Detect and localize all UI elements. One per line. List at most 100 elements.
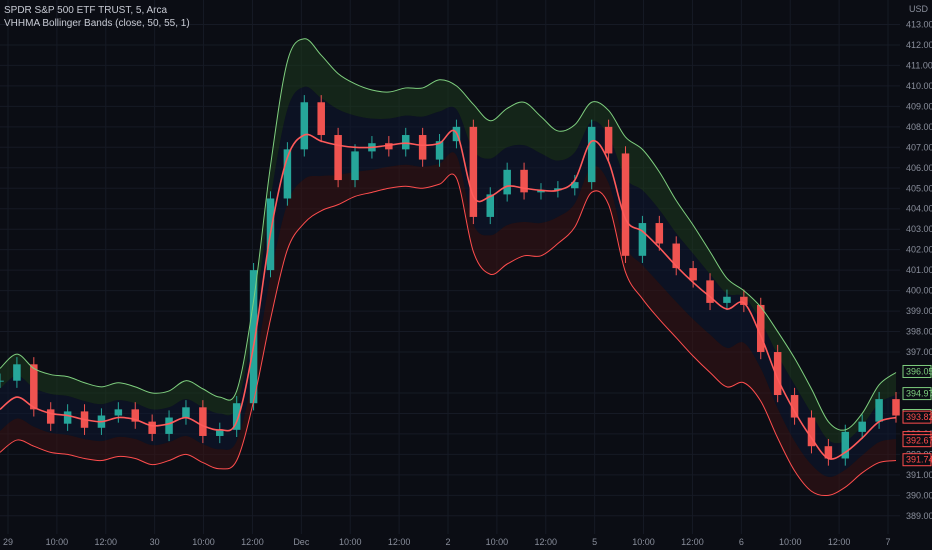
price-label-box	[902, 434, 932, 448]
x-tick-label: 7	[885, 537, 890, 547]
x-tick-label: 12:00	[681, 537, 704, 547]
candle-body	[401, 135, 410, 150]
x-tick-label: 5	[592, 537, 597, 547]
candle-body	[841, 431, 850, 459]
candle-body	[165, 417, 173, 434]
axis-currency: USD	[909, 4, 929, 14]
x-tick-label: 12:00	[241, 537, 264, 547]
y-tick-label: 400.00	[906, 286, 932, 296]
candle-body	[858, 421, 866, 432]
candle-body	[757, 304, 765, 353]
lower-band-fill	[0, 152, 896, 496]
candle-body	[672, 243, 680, 269]
candle-body	[892, 399, 900, 416]
y-tick-label: 391.00	[906, 470, 932, 480]
candle-body	[232, 403, 241, 430]
candle-body	[216, 429, 224, 436]
candle-body	[824, 446, 833, 459]
y-tick-label: 411.00	[906, 60, 932, 70]
candle-body	[689, 268, 697, 281]
candle-body	[520, 169, 528, 193]
candle-body	[554, 188, 562, 191]
candle-body	[182, 407, 190, 418]
y-tick-label: 412.00	[906, 40, 932, 50]
y-tick-label: 408.00	[906, 122, 932, 132]
candle-body	[435, 141, 444, 160]
candle-body	[807, 417, 816, 447]
candle-body	[571, 182, 579, 189]
candle-body	[249, 270, 258, 404]
candle-body	[317, 102, 325, 136]
candle-body	[300, 102, 309, 150]
price-label-box	[902, 410, 932, 424]
x-tick-label: 10:00	[46, 537, 69, 547]
candle-body	[385, 143, 393, 150]
y-tick-label: 389.00	[906, 511, 932, 521]
candle-body	[723, 296, 731, 303]
candle-body	[13, 364, 21, 381]
candle-body	[46, 409, 55, 424]
candle-body	[875, 399, 883, 422]
candle-body	[638, 223, 647, 256]
y-tick-label: 399.00	[906, 306, 932, 316]
candle-body	[0, 380, 4, 382]
x-tick-label: Dec	[293, 537, 310, 547]
candle-body	[486, 194, 495, 217]
candle-body	[418, 135, 427, 160]
upper-band-line	[0, 38, 897, 431]
candle-body	[351, 151, 359, 181]
candle-body	[63, 411, 72, 424]
x-tick-label: 12:00	[95, 537, 118, 547]
x-tick-label: 10:00	[486, 537, 509, 547]
x-tick-label: 29	[3, 537, 13, 547]
x-tick-label: 30	[150, 537, 160, 547]
price-label-box	[902, 364, 932, 378]
price-label: 392.67	[906, 436, 932, 446]
candle-body	[503, 169, 511, 195]
x-tick-label: 2	[445, 537, 450, 547]
candle-body	[469, 126, 478, 217]
price-label-box	[902, 453, 932, 467]
candle-body	[131, 409, 139, 422]
x-tick-label: 12:00	[388, 537, 411, 547]
candle-body	[334, 135, 342, 181]
candle-body	[587, 126, 596, 183]
y-tick-label: 397.00	[906, 347, 932, 357]
y-tick-label: 398.00	[906, 327, 932, 337]
price-label: 393.82	[906, 412, 932, 422]
legend-title: SPDR S&P 500 ETF TRUST, 5, Arca	[4, 5, 168, 16]
x-tick-label: 10:00	[192, 537, 215, 547]
y-tick-label: 401.00	[906, 265, 932, 275]
legend-indicator[interactable]: VHHMA Bollinger Bands (close, 50, 55, 1)	[4, 18, 190, 29]
y-tick-label: 413.00	[906, 19, 932, 29]
y-tick-label: 410.00	[906, 81, 932, 91]
candle-body	[740, 296, 748, 305]
candle-body	[706, 280, 714, 303]
candle-body	[773, 352, 782, 396]
x-tick-label: 10:00	[779, 537, 802, 547]
candle-body	[148, 421, 156, 434]
y-tick-label: 405.00	[906, 183, 932, 193]
x-tick-label: 10:00	[339, 537, 362, 547]
x-tick-label: 10:00	[632, 537, 655, 547]
y-tick-label: 407.00	[906, 142, 932, 152]
candle-body	[790, 395, 799, 418]
chart-legend: SPDR S&P 500 ETF TRUST, 5, Arca VHHMA Bo…	[4, 4, 190, 30]
candle-body	[114, 409, 123, 416]
candle-body	[655, 223, 664, 244]
middle-band-fill	[0, 86, 896, 478]
upper-band-fill	[0, 38, 896, 444]
candle-body	[537, 190, 545, 193]
y-tick-label: 402.00	[906, 245, 932, 255]
basis-line	[0, 129, 897, 460]
candle-body	[621, 153, 630, 256]
x-tick-label: 12:00	[535, 537, 558, 547]
price-label: 396.05	[906, 366, 932, 376]
lower-band-line	[0, 173, 897, 497]
y-tick-label: 390.00	[906, 490, 932, 500]
y-tick-label: 403.00	[906, 224, 932, 234]
price-label: 391.74	[906, 455, 932, 465]
y-tick-label: 404.00	[906, 204, 932, 214]
